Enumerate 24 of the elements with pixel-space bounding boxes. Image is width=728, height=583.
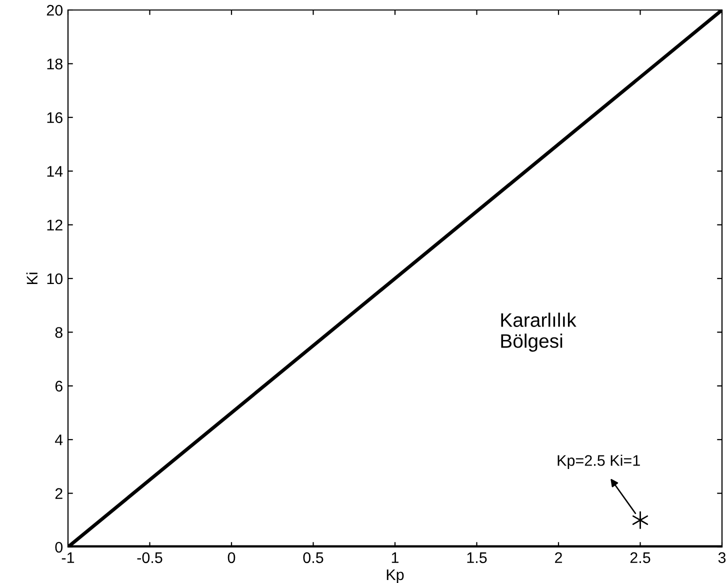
x-tick-label: 0	[228, 552, 236, 564]
y-tick-label: 12	[47, 220, 62, 230]
x-tick-label: 1.5	[467, 552, 487, 564]
x-tick-label: -1	[62, 552, 74, 563]
x-tick-label: -0.5	[137, 552, 162, 564]
y-tick-label: 0	[55, 542, 63, 553]
y-tick-label: 14	[47, 166, 63, 177]
x-tick-label: 1	[392, 552, 399, 563]
annotation: Kp=2.5 Ki=1	[558, 454, 640, 469]
x-axis-title: Kp	[386, 569, 404, 583]
annotation: Kararlılık Bölgesi	[501, 312, 576, 352]
y-tick-label: 6	[55, 380, 62, 392]
y-tick-label: 2	[55, 488, 62, 499]
y-tick-label: 18	[47, 58, 62, 70]
x-tick-label: 2.5	[630, 552, 650, 564]
y-axis-title: Ki	[26, 272, 38, 284]
y-tick-label: 16	[47, 112, 62, 124]
x-tick-label: 2	[555, 552, 562, 563]
y-tick-label: 8	[55, 327, 62, 338]
x-tick-label: 3	[718, 552, 726, 564]
x-tick-label: 0.5	[303, 552, 324, 564]
y-tick-label: 20	[46, 4, 63, 16]
y-tick-label: 10	[47, 273, 63, 284]
y-tick-label: 4	[54, 434, 63, 446]
